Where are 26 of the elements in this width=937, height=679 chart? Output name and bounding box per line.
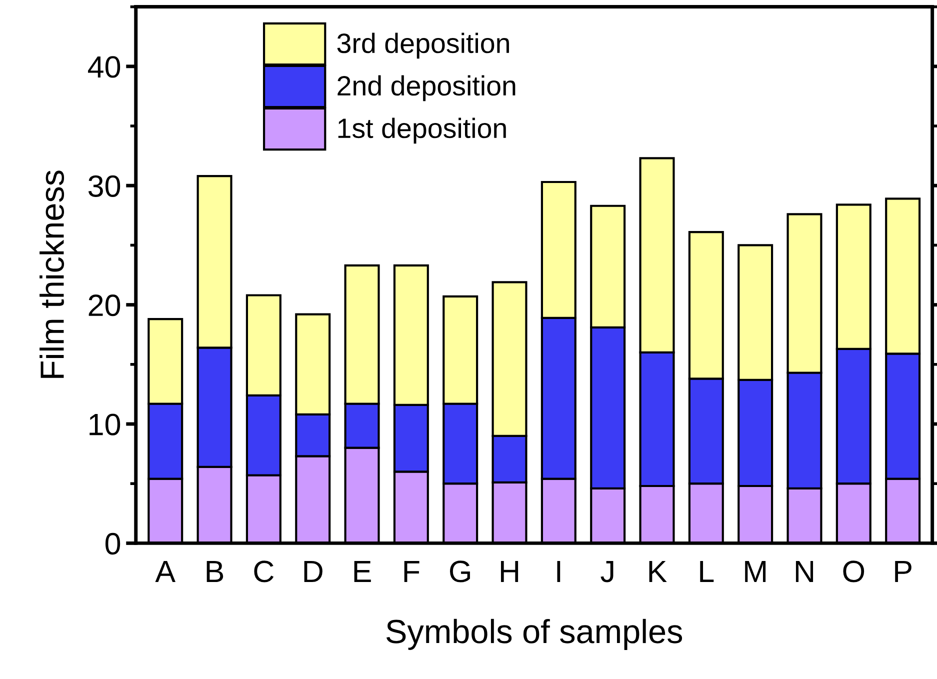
x-tick-label: F [404,560,420,582]
x-tick-label: G [450,560,470,582]
x-tick-label: K [649,560,667,582]
y-axis-title: Film thickness [40,170,64,378]
x-tick-label: B [206,560,224,582]
x-tick-label: E [354,560,371,582]
x-tick-label: I [557,560,560,582]
x-tick-label: L [700,560,714,582]
legend-label: 3rd deposition [337,32,509,59]
x-tick-label: O [843,560,864,582]
x-tick-label: A [155,560,176,582]
legend-label: 2nd deposition [338,75,516,102]
y-tick-label: 30 [88,175,120,197]
y-tick-label: 20 [88,294,120,316]
x-tick-label: P [895,560,912,582]
y-tick-label: 10 [90,414,120,436]
x-tick-label: D [304,560,322,582]
x-tick-label: N [796,560,814,582]
x-tick-label: C [254,560,274,582]
x-tick-label: M [745,560,766,582]
legend-label: 1st deposition [338,118,506,144]
x-tick-label: H [500,560,518,582]
x-tick-label: J [600,560,614,582]
y-tick-label: 0 [105,532,120,555]
x-axis-title: Symbols of samples [386,618,682,650]
y-tick-label: 40 [88,56,120,78]
